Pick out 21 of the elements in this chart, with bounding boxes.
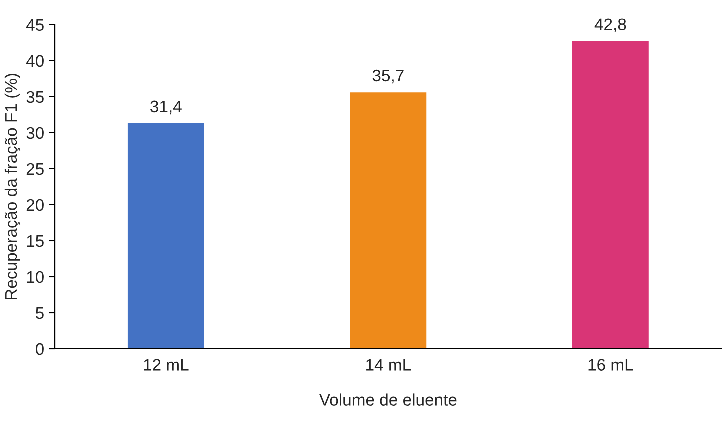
y-tick-label: 5 xyxy=(36,308,44,320)
y-tick-label: 25 xyxy=(26,163,44,176)
y-axis-title: Recuperação da fração F1 (%) xyxy=(4,74,21,300)
x-tick-label: 16 mL xyxy=(588,359,634,371)
y-tick-label: 10 xyxy=(27,271,44,284)
y-tick-label: 45 xyxy=(26,19,44,32)
x-tick-label: 14 mL xyxy=(366,359,412,371)
data-label: 35,7 xyxy=(372,70,404,84)
x-tick-label: 12 mL xyxy=(144,359,189,371)
bar xyxy=(348,91,428,349)
y-tick-label: 20 xyxy=(26,199,44,212)
bar xyxy=(571,40,650,349)
y-tick-label: 0 xyxy=(36,343,44,356)
x-axis-title: Volume de eluente xyxy=(319,394,457,406)
y-tick-label: 35 xyxy=(26,91,44,104)
y-tick-label: 40 xyxy=(26,55,44,68)
bar xyxy=(126,122,206,349)
data-label: 31,4 xyxy=(150,100,182,115)
y-tick-label: 15 xyxy=(27,236,44,248)
data-label: 42,8 xyxy=(594,18,626,32)
y-tick-label: 30 xyxy=(26,127,44,140)
